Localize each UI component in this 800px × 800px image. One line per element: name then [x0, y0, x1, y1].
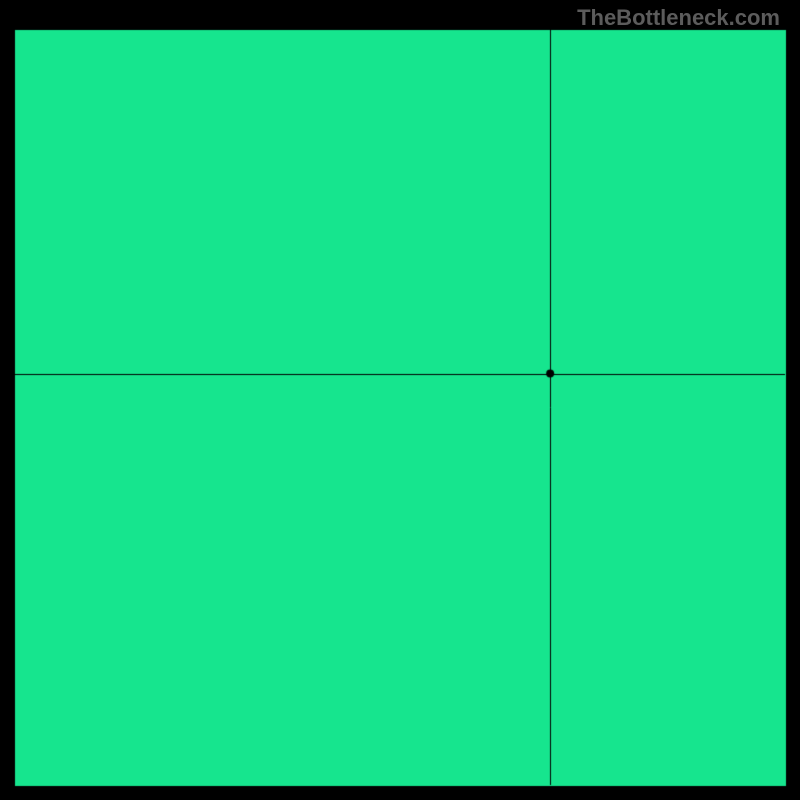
bottleneck-heatmap [0, 0, 800, 800]
chart-container: TheBottleneck.com [0, 0, 800, 800]
watermark-label: TheBottleneck.com [577, 5, 780, 31]
